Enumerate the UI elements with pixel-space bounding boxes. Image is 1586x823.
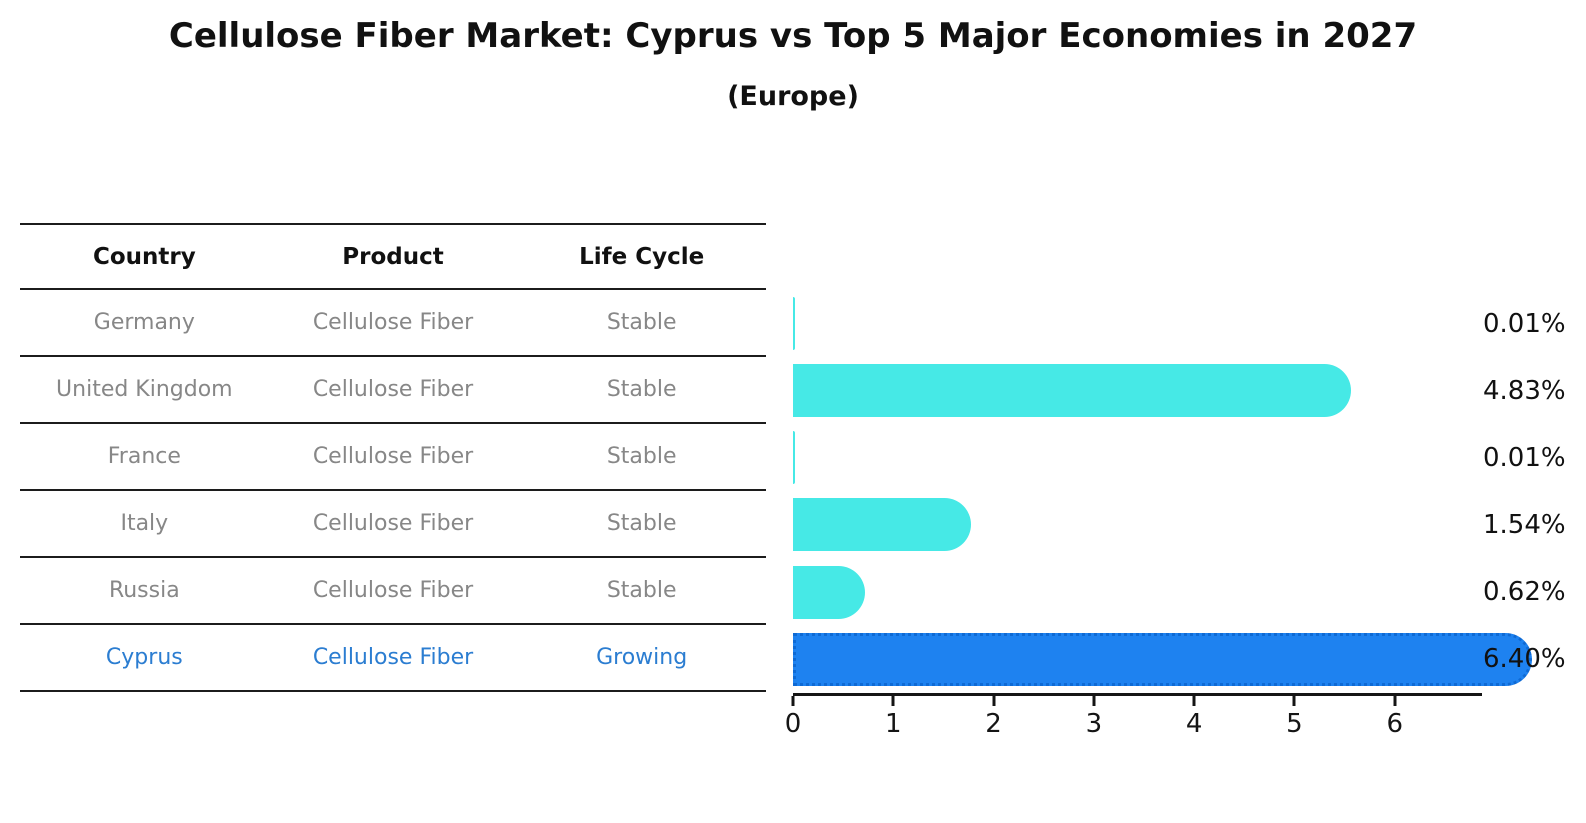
bar-row-united-kingdom: 4.83% — [793, 357, 1586, 424]
table-row-italy: Italy Cellulose Fiber Stable — [20, 490, 766, 557]
lifecycle-cell: Stable — [606, 444, 677, 469]
product-cell: Cellulose Fiber — [312, 645, 474, 670]
x-tick-4: 4 — [1186, 696, 1202, 739]
country-cell: Italy — [120, 511, 169, 536]
bar-russia — [793, 565, 865, 619]
bar-italy — [793, 498, 971, 552]
x-tick-6: 6 — [1386, 696, 1403, 739]
x-tick-label: 0 — [784, 709, 802, 739]
value-label-united-kingdom: 4.83% — [1483, 375, 1566, 406]
x-tick-label: 5 — [1286, 709, 1303, 739]
page-title: Cellulose Fiber Market: Cyprus vs Top 5 … — [168, 16, 1418, 56]
bar-row-germany: 0.01% — [793, 290, 1586, 357]
page-subtitle: (Europe) — [727, 81, 859, 112]
x-tick-0: 0 — [785, 696, 801, 739]
country-cell: Russia — [108, 578, 180, 603]
x-tick-label: 2 — [985, 709, 1002, 739]
table-row-cyprus: Cyprus Cellulose Fiber Growing — [20, 624, 766, 691]
lifecycle-cell: Growing — [596, 645, 688, 670]
bar-chart: 0.01% 4.83% 0.01% 1.54% 0.62% 6.40% 0 1 … — [785, 290, 1586, 739]
x-tick-1: 1 — [885, 696, 902, 739]
x-tick-label: 4 — [1185, 709, 1203, 739]
table-row-united-kingdom: United Kingdom Cellulose Fiber Stable — [20, 356, 766, 423]
country-cell: France — [107, 444, 181, 469]
value-label-russia: 0.62% — [1483, 577, 1566, 608]
x-tick-5: 5 — [1286, 696, 1303, 739]
country-cell: Germany — [93, 310, 195, 335]
bar-row-russia: 0.62% — [793, 559, 1586, 626]
x-tick-3: 3 — [1086, 696, 1102, 739]
x-axis: 0 1 2 3 4 5 6 — [785, 693, 1482, 739]
column-header-lifecycle: Life Cycle — [579, 243, 705, 270]
product-cell: Cellulose Fiber — [312, 444, 474, 469]
lifecycle-cell: Stable — [606, 310, 677, 335]
value-label-france: 0.01% — [1483, 442, 1566, 473]
product-cell: Cellulose Fiber — [312, 511, 474, 536]
column-header-country: Country — [92, 243, 196, 270]
product-cell: Cellulose Fiber — [312, 377, 474, 402]
bar-row-cyprus: 6.40% — [793, 626, 1586, 693]
value-label-cyprus: 6.40% — [1483, 644, 1566, 675]
lifecycle-cell: Stable — [606, 377, 677, 402]
product-cell: Cellulose Fiber — [312, 310, 474, 335]
country-cell: United Kingdom — [56, 377, 233, 402]
value-label-italy: 1.54% — [1483, 510, 1566, 541]
bar-row-france: 0.01% — [793, 424, 1586, 491]
table-row-germany: Germany Cellulose Fiber Stable — [20, 289, 766, 356]
bar-row-italy: 1.54% — [793, 491, 1586, 558]
table-row-france: France Cellulose Fiber Stable — [20, 423, 766, 490]
x-tick-label: 6 — [1386, 709, 1404, 739]
bar-germany — [793, 297, 796, 350]
lifecycle-cell: Stable — [606, 511, 677, 536]
table-header-row: Country Product Life Cycle — [20, 224, 766, 289]
x-tick-label: 1 — [885, 709, 902, 739]
bar-cyprus-highlighted — [793, 632, 1532, 686]
country-table: Country Product Life Cycle Germany Cellu… — [20, 223, 766, 692]
country-cell: Cyprus — [105, 645, 183, 670]
lifecycle-cell: Stable — [606, 578, 677, 603]
x-tick-2: 2 — [985, 696, 1002, 739]
column-header-product: Product — [342, 243, 444, 270]
x-tick-label: 3 — [1085, 709, 1103, 739]
bar-united-kingdom — [793, 364, 1351, 418]
bar-france — [793, 431, 796, 485]
value-label-germany: 0.01% — [1483, 308, 1566, 339]
product-cell: Cellulose Fiber — [312, 578, 474, 603]
table-row-russia: Russia Cellulose Fiber Stable — [20, 557, 766, 624]
